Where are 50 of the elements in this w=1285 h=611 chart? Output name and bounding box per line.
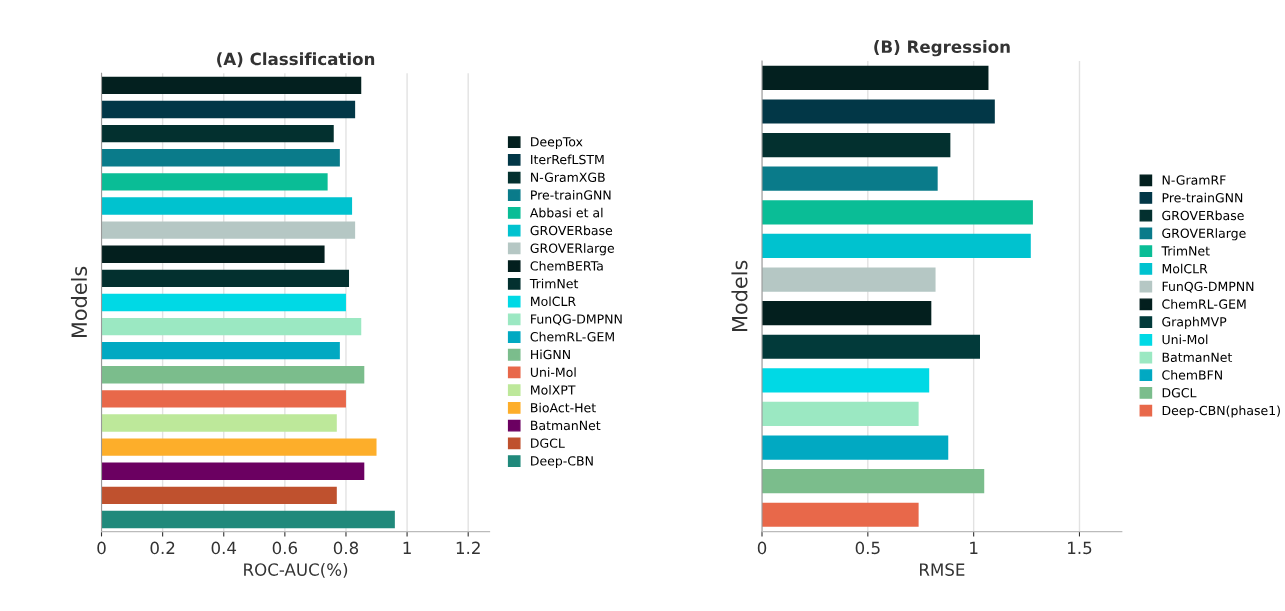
y-axis-title: Models [731, 260, 748, 331]
legend-label: Pre-trainGNN [531, 190, 611, 200]
x-tick-label: 0.2 [150, 541, 175, 555]
legend-label: Uni-Mol [530, 367, 576, 377]
legend-label: N-GramRF [1162, 175, 1226, 185]
legend-label: MolCLR [531, 296, 576, 307]
legend-label: Deep-CBN [531, 456, 593, 469]
legend-label: MolCLR [1162, 263, 1208, 274]
legend-label: DeepTox [531, 137, 583, 149]
x-tick-label: 0.5 [855, 541, 880, 555]
legend-label: BatmanNet [531, 420, 601, 431]
legend-label: BatmanNet [1162, 352, 1233, 362]
legend-label: ChemBERTa [530, 260, 603, 271]
x-tick-label: 1 [970, 541, 978, 554]
legend-label: ChemRL-GEM [1162, 299, 1246, 309]
legend-label: MolXPT [531, 385, 576, 395]
x-tick-label: 0 [97, 541, 106, 555]
legend-label: TrimNet [529, 278, 579, 289]
x-tick-label: 0.8 [333, 541, 359, 555]
legend-label: N-GramXGB [531, 172, 605, 182]
legend-label: TrimNet [1161, 245, 1210, 256]
x-tick-label: 1 [403, 541, 411, 554]
legend-label: FunQG-DMPNN [1162, 281, 1254, 293]
legend-label: BioAct-Het [531, 402, 596, 413]
legend-label: ChemRL-GEM [530, 331, 614, 342]
legend-label: HiGNN [531, 349, 570, 360]
x-tick-label: 0.4 [211, 541, 237, 555]
legend-label: GROVERlarge [530, 243, 614, 256]
legend-label: IterRefLSTM [531, 154, 604, 165]
legend-label: GraphMVP [1162, 316, 1227, 329]
x-axis-title: RMSE [920, 563, 965, 576]
legend-label: Deep-CBN(phase1) [1162, 405, 1280, 418]
legend-label: ChemBFN [1162, 370, 1222, 380]
legend-label: GROVERbase [1162, 210, 1244, 221]
x-tick-label: 1.2 [456, 541, 480, 554]
legend-label: Uni-Mol [1162, 334, 1208, 345]
x-axis-title: ROC-AUC(%) [244, 563, 348, 578]
legend-label: FunQG-DMPNN [531, 314, 622, 326]
chart-title: (B) Regression [874, 40, 1010, 57]
x-tick-label: 0.6 [272, 541, 298, 555]
legend-label: Abbasi et al [529, 207, 603, 218]
legend-label: Pre-trainGNN [1162, 192, 1243, 203]
legend-label: DGCL [1162, 387, 1197, 398]
x-tick-label: 1.5 [1068, 541, 1092, 555]
legend-label: DGCL [531, 438, 565, 448]
legend-label: GROVERbase [530, 225, 613, 236]
x-tick-label: 0 [757, 541, 767, 555]
chart-title: (A) Classification [217, 52, 375, 68]
legend-label: GROVERlarge [1162, 228, 1246, 241]
y-axis-title: Models [70, 266, 88, 338]
